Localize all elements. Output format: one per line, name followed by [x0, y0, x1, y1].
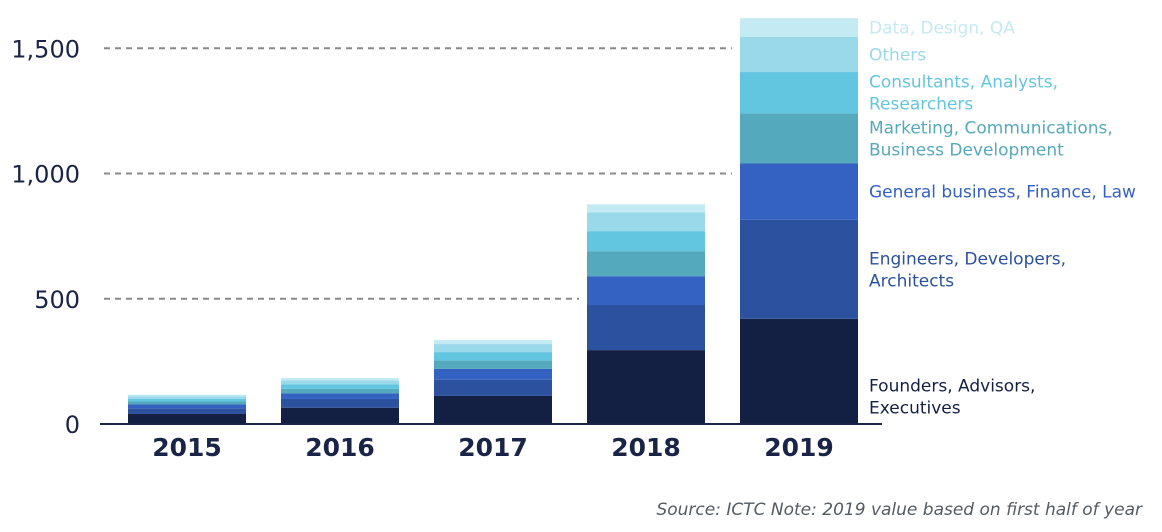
- x-tick-label-2015: 2015: [152, 433, 222, 462]
- bar-segment-2018-s0: [587, 350, 705, 424]
- bar-segment-2018-s6: [587, 204, 705, 213]
- bar-segment-2018-s5: [587, 212, 705, 232]
- bar-segment-2017-s3: [434, 360, 552, 369]
- bar-stack-2018: [587, 204, 705, 424]
- bar-segment-2016-s4: [281, 384, 399, 389]
- legend: Founders, Advisors, Executives Engineers, …: [869, 19, 1136, 419]
- bar-segment-2019-s6: [740, 18, 858, 37]
- source-note: Source: ICTC Note: 2019 value based on f…: [656, 500, 1142, 520]
- bar-segment-2016-s2: [281, 393, 399, 399]
- bar-segment-2017-s5: [434, 344, 552, 353]
- bar-segment-2019-s2: [740, 163, 858, 220]
- bar-stack-2017: [434, 340, 552, 424]
- bar-segment-2016-s6: [281, 377, 399, 381]
- legend-label-s4: Consultants, Analysts, Researchers: [869, 73, 1058, 115]
- x-tick-labels: 2015 2016 2017 2018 2019: [152, 433, 834, 462]
- bar-stack-2016: [281, 377, 399, 424]
- bar-segment-2018-s3: [587, 251, 705, 277]
- bars: [128, 18, 858, 424]
- bar-segment-2015-s2: [128, 404, 246, 409]
- legend-label-s1: Engineers, Developers, Architects: [869, 249, 1066, 291]
- bar-segment-2015-s4: [128, 398, 246, 402]
- y-tick-label-500: 500: [34, 286, 80, 314]
- bar-segment-2015-s6: [128, 394, 246, 397]
- bar-segment-2016-s0: [281, 407, 399, 424]
- bar-segment-2016-s5: [281, 380, 399, 385]
- bar-segment-2017-s0: [434, 395, 552, 424]
- bar-segment-2016-s3: [281, 388, 399, 394]
- bar-segment-2015-s3: [128, 401, 246, 405]
- x-tick-label-2018: 2018: [611, 433, 681, 462]
- bar-stack-2019: [740, 18, 858, 424]
- bar-segment-2019-s1: [740, 219, 858, 319]
- bar-segment-2017-s2: [434, 368, 552, 380]
- bar-segment-2019-s5: [740, 36, 858, 73]
- y-tick-label-1000: 1,000: [11, 161, 80, 189]
- y-tick-label-1500: 1,500: [11, 35, 80, 63]
- bar-segment-2016-s1: [281, 398, 399, 408]
- legend-label-s6: Data, Design, QA: [869, 19, 1015, 39]
- x-tick-label-2016: 2016: [305, 433, 375, 462]
- legend-label-s2: General business, Finance, Law: [869, 183, 1136, 203]
- bar-segment-2017-s4: [434, 352, 552, 361]
- bar-segment-2018-s4: [587, 231, 705, 252]
- bar-segment-2019-s4: [740, 72, 858, 114]
- legend-label-s5: Others: [869, 46, 926, 66]
- bar-segment-2015-s0: [128, 413, 246, 424]
- legend-label-s3: Marketing, Communications, Business Devel…: [869, 118, 1113, 160]
- y-tick-labels: 0 500 1,000 1,500: [11, 35, 80, 439]
- x-tick-label-2019: 2019: [764, 433, 834, 462]
- gridlines: [104, 47, 732, 300]
- bar-segment-2017-s6: [434, 340, 552, 345]
- bar-segment-2015-s5: [128, 396, 246, 399]
- y-tick-label-0: 0: [65, 411, 80, 439]
- legend-label-s0: Founders, Advisors, Executives: [869, 376, 1035, 418]
- bar-segment-2017-s1: [434, 379, 552, 396]
- bar-segment-2019-s0: [740, 318, 858, 424]
- x-tick-label-2017: 2017: [458, 433, 528, 462]
- bar-stack-2015: [128, 394, 246, 424]
- bar-segment-2018-s1: [587, 305, 705, 351]
- bar-segment-2018-s2: [587, 276, 705, 306]
- bar-segment-2015-s1: [128, 408, 246, 414]
- bar-segment-2019-s3: [740, 113, 858, 164]
